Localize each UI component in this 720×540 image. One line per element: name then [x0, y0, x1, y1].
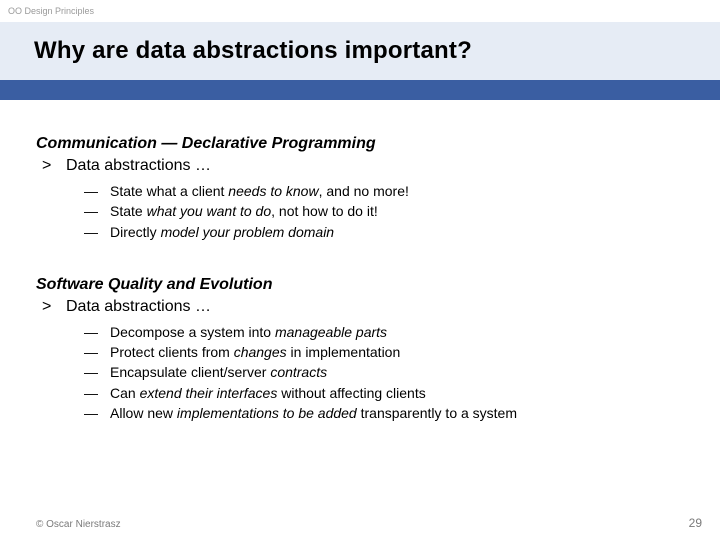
footer-copyright: © Oscar Nierstrasz [36, 519, 121, 530]
list-item-text: Can extend their interfaces without affe… [110, 383, 426, 403]
list-item: — Directly model your problem domain [84, 222, 686, 242]
list-item-text: Directly model your problem domain [110, 222, 334, 242]
dash-icon: — [84, 403, 110, 423]
section-heading: Communication — Declarative Programming [36, 135, 686, 153]
dash-icon: — [84, 383, 110, 403]
title-underline [0, 80, 720, 100]
title-band: Why are data abstractions important? [0, 22, 720, 80]
bullet-list: — Decompose a system into manageable par… [36, 322, 686, 423]
list-item: — Can extend their interfaces without af… [84, 383, 686, 403]
slide-title: Why are data abstractions important? [34, 37, 472, 65]
dash-icon: — [84, 201, 110, 221]
dash-icon: — [84, 222, 110, 242]
dash-icon: — [84, 322, 110, 342]
list-item-text: Decompose a system into manageable parts [110, 322, 387, 342]
dash-icon: — [84, 342, 110, 362]
bullet-list: — State what a client needs to know, and… [36, 181, 686, 242]
list-item: — State what a client needs to know, and… [84, 181, 686, 201]
list-item-text: Encapsulate client/server contracts [110, 362, 327, 382]
angle-icon: > [42, 157, 66, 175]
list-item: — State what you want to do, not how to … [84, 201, 686, 221]
list-item-text: Protect clients from changes in implemen… [110, 342, 400, 362]
dash-icon: — [84, 362, 110, 382]
slide-content: Communication — Declarative Programming … [36, 135, 686, 423]
section-heading: Software Quality and Evolution [36, 276, 686, 294]
section-subline: > Data abstractions … [36, 298, 686, 316]
section-subline: > Data abstractions … [36, 157, 686, 175]
list-item: — Protect clients from changes in implem… [84, 342, 686, 362]
list-item: — Encapsulate client/server contracts [84, 362, 686, 382]
angle-icon: > [42, 298, 66, 316]
page-number: 29 [689, 516, 702, 530]
subline-text: Data abstractions … [66, 298, 211, 316]
subline-text: Data abstractions … [66, 157, 211, 175]
slide-topic: OO Design Principles [8, 6, 94, 16]
list-item: — Allow new implementations to be added … [84, 403, 686, 423]
list-item-text: State what a client needs to know, and n… [110, 181, 409, 201]
dash-icon: — [84, 181, 110, 201]
list-item-text: State what you want to do, not how to do… [110, 201, 378, 221]
list-item: — Decompose a system into manageable par… [84, 322, 686, 342]
list-item-text: Allow new implementations to be added tr… [110, 403, 517, 423]
